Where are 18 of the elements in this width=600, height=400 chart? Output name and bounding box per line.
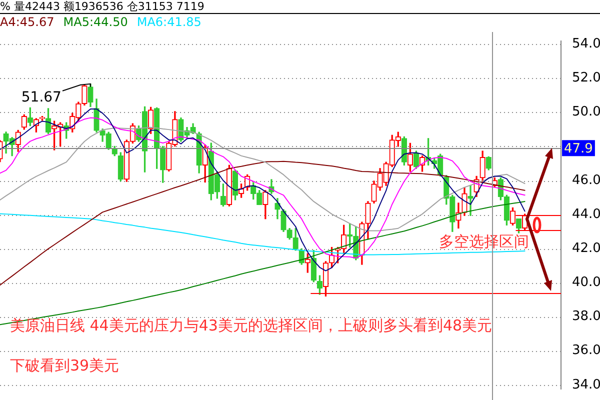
y-tick-label: 42.0 bbox=[572, 241, 600, 256]
text: MA6:41.85 bbox=[136, 15, 202, 29]
text: A4:45.67 bbox=[0, 15, 54, 29]
y-tick-label: 40.0 bbox=[572, 275, 600, 290]
y-tick-label: 46.0 bbox=[572, 172, 600, 188]
y-tick-label: 44.0 bbox=[572, 206, 600, 222]
y-tick-label: 52.0 bbox=[572, 70, 600, 86]
text: MA5:44.50 bbox=[63, 15, 128, 29]
y-tick-label: 38.0 bbox=[572, 309, 600, 324]
ref-line-label: 47.9 bbox=[564, 142, 593, 157]
y-tick-label: 50.0 bbox=[572, 104, 600, 120]
annotation: 51.67 bbox=[21, 90, 62, 106]
annotation: 下破看到39美元 bbox=[10, 356, 120, 375]
y-tick-label: 54.0 bbox=[572, 36, 600, 52]
y-tick-label: 34.0 bbox=[572, 377, 600, 392]
chart-title: % 量42443 额1936536 仓31153 7119 bbox=[0, 0, 600, 14]
y-tick-label: 36.0 bbox=[572, 343, 600, 358]
annotation: 美原油日线 44美元的压力与43美元的选择区间，上破则多头看到48美元 bbox=[10, 316, 492, 335]
